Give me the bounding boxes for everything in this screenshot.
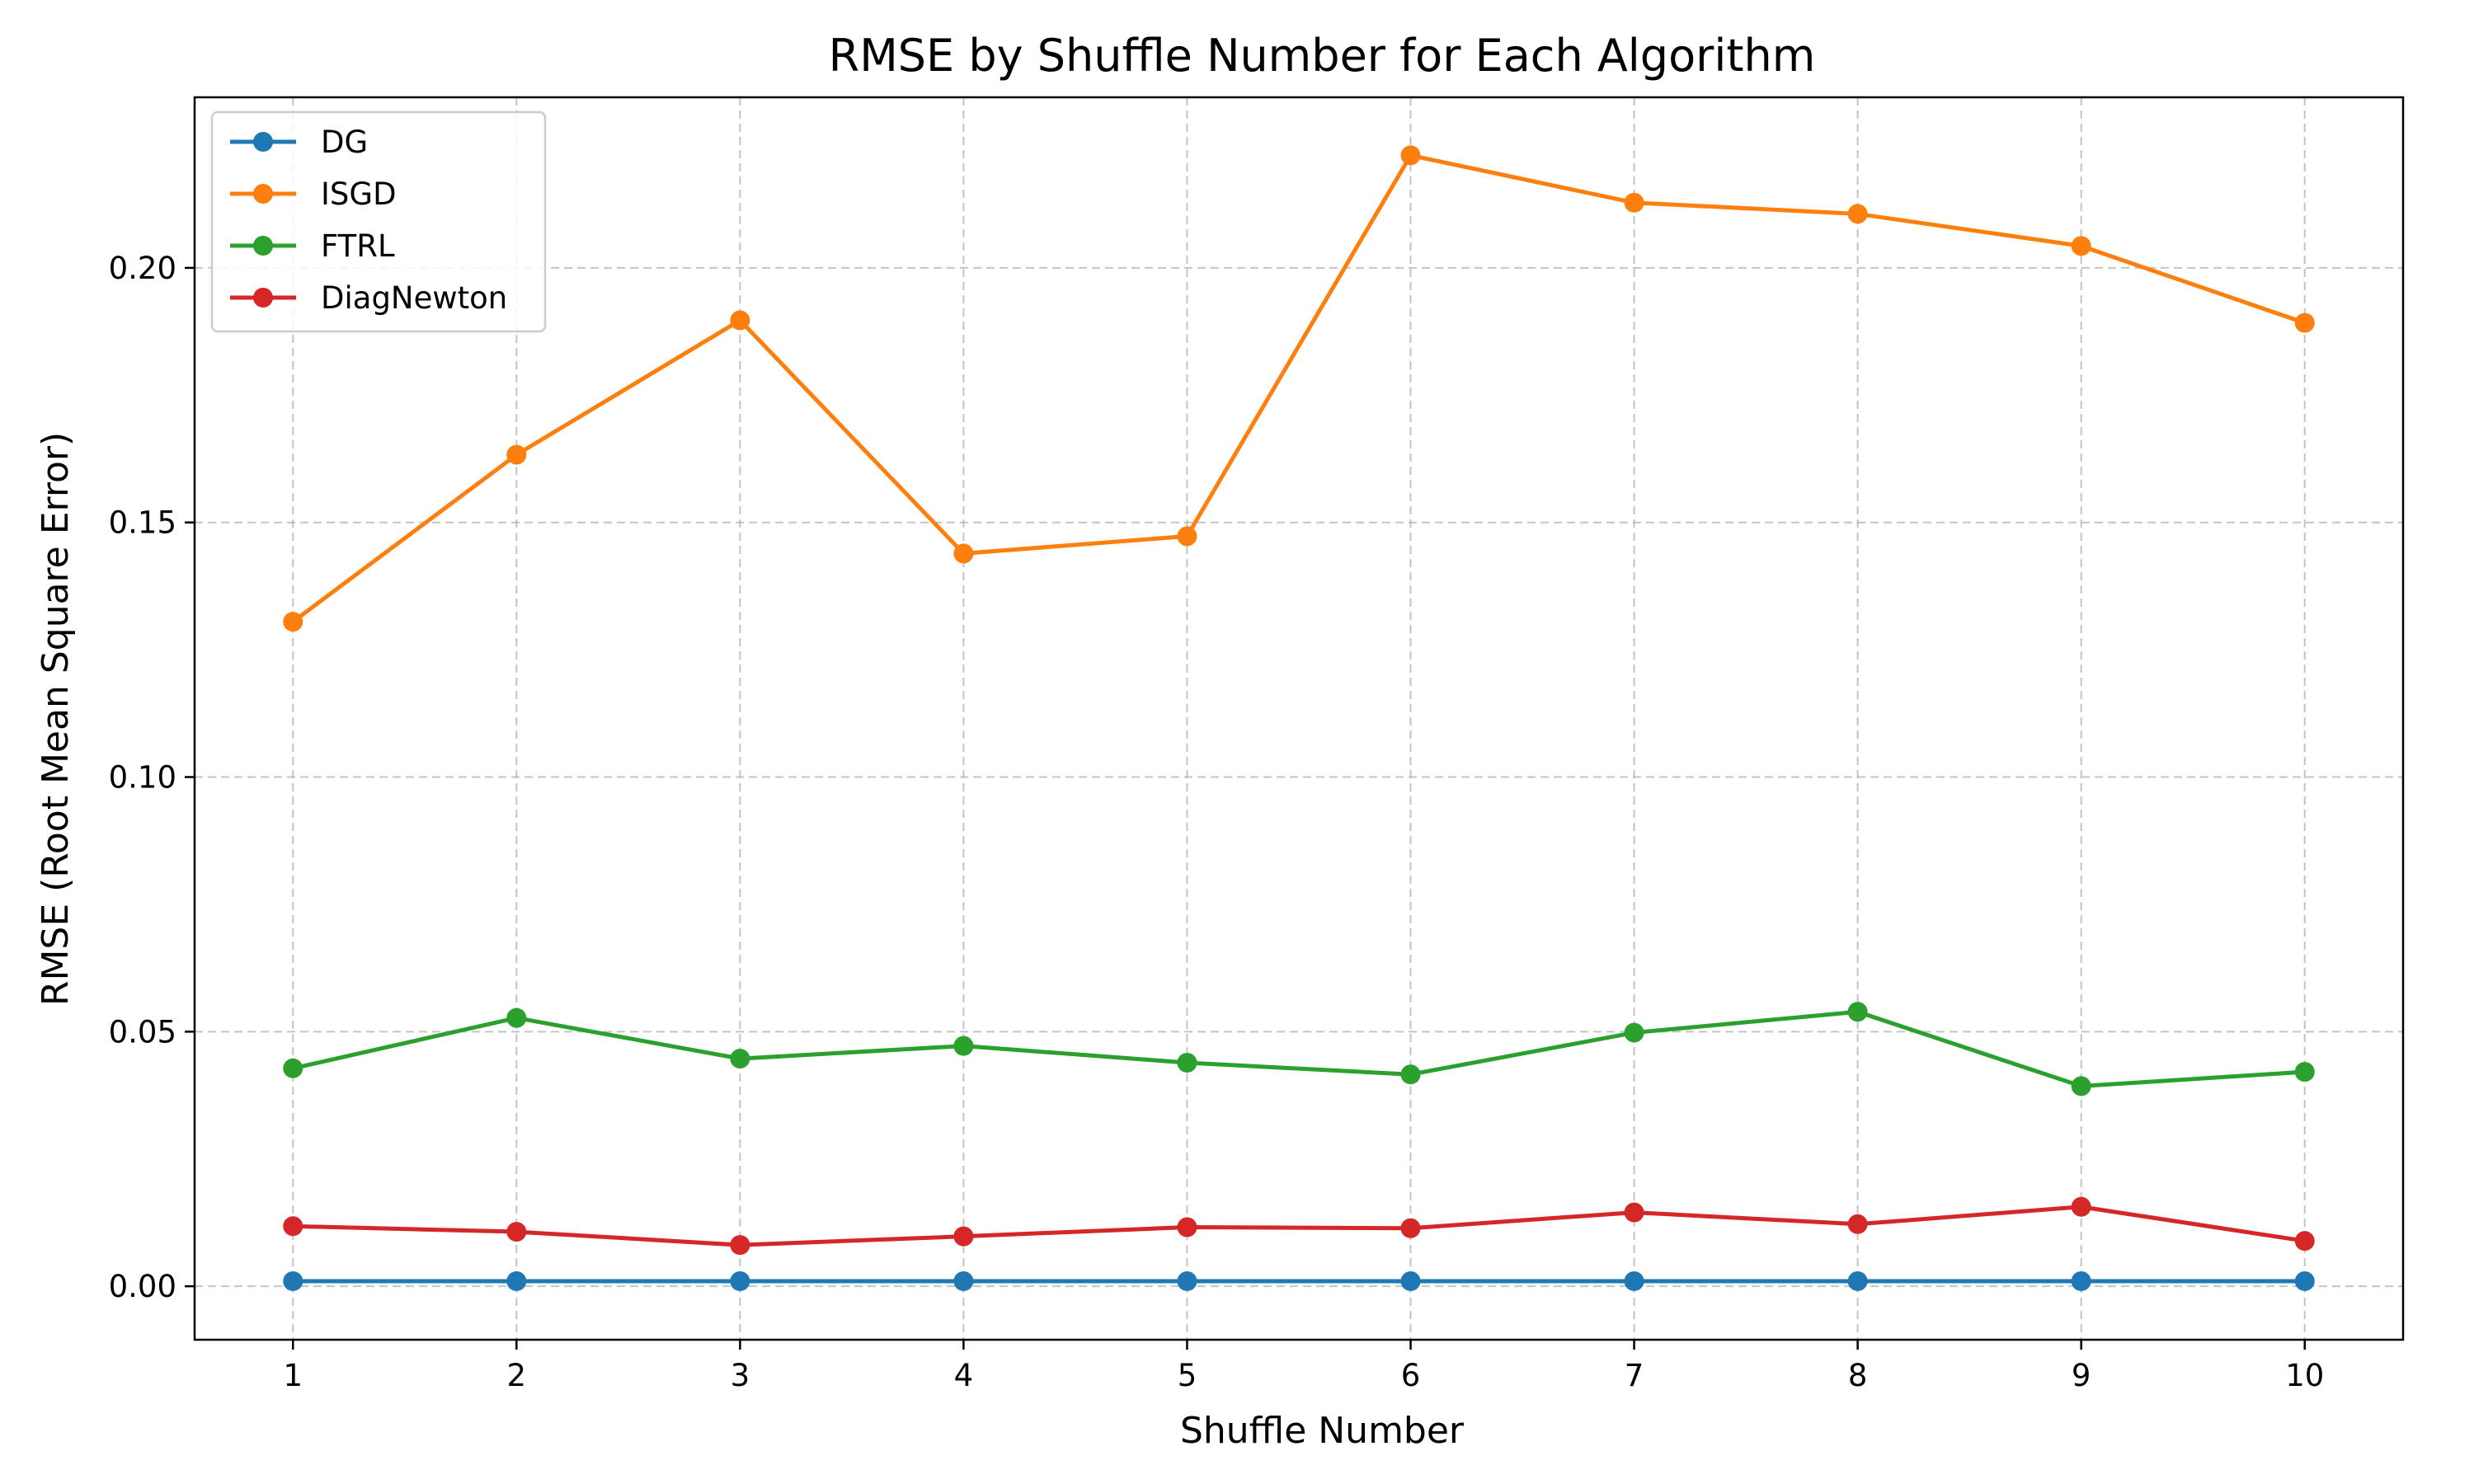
plot-frame xyxy=(193,96,2405,1341)
data-point-ftrl xyxy=(1177,1053,1197,1073)
series-isgd xyxy=(283,145,2315,632)
series-ftrl xyxy=(283,1002,2315,1097)
data-point-dg xyxy=(2294,1270,2315,1291)
x-tick-label: 4 xyxy=(954,1358,974,1393)
legend-marker xyxy=(253,184,273,204)
data-point-ftrl xyxy=(1847,1002,1868,1022)
series-line-isgd xyxy=(291,153,2306,624)
data-point-isgd xyxy=(953,543,974,564)
legend-item-diagnewton: DiagNewton xyxy=(230,280,507,316)
legend-label: DiagNewton xyxy=(321,280,507,316)
series-dg xyxy=(283,1270,2315,1291)
data-point-isgd xyxy=(1400,145,1421,166)
legend-frame xyxy=(210,110,547,333)
data-point-isgd xyxy=(2294,312,2315,333)
x-tick-label: 1 xyxy=(283,1358,303,1393)
data-point-dg xyxy=(1624,1270,1644,1291)
legend-marker xyxy=(253,236,273,256)
data-point-dg xyxy=(730,1270,750,1291)
x-tick-label: 10 xyxy=(2285,1358,2324,1393)
data-point-ftrl xyxy=(283,1058,303,1078)
x-tick-label: 2 xyxy=(507,1358,527,1393)
x-tick-label: 7 xyxy=(1625,1358,1644,1393)
data-point-dg xyxy=(1847,1270,1868,1291)
legend-label: ISGD xyxy=(321,176,397,212)
data-point-dg xyxy=(1177,1270,1197,1291)
y-tick-label: 0.05 xyxy=(109,1014,176,1050)
data-point-ftrl xyxy=(2071,1076,2091,1097)
data-point-diagnewton xyxy=(730,1235,750,1256)
legend-marker xyxy=(253,288,273,308)
x-tick-label: 9 xyxy=(2072,1358,2091,1393)
legend-item-isgd: ISGD xyxy=(230,176,397,212)
y-tick-label: 0.10 xyxy=(109,760,176,796)
series-line-ftrl xyxy=(292,1009,2305,1088)
data-point-diagnewton xyxy=(1400,1218,1421,1238)
legend-marker xyxy=(253,132,273,152)
data-point-diagnewton xyxy=(506,1222,527,1242)
legend-item-dg: DG xyxy=(230,124,368,160)
data-point-diagnewton xyxy=(283,1216,303,1237)
series-line-diagnewton xyxy=(293,1205,2306,1247)
data-point-ftrl xyxy=(1400,1064,1421,1085)
data-point-isgd xyxy=(730,310,750,331)
data-point-ftrl xyxy=(1624,1022,1644,1043)
x-tick-label: 8 xyxy=(1848,1358,1868,1393)
data-point-isgd xyxy=(1847,204,1868,224)
series-diagnewton xyxy=(283,1196,2315,1256)
data-point-ftrl xyxy=(506,1007,527,1028)
data-point-diagnewton xyxy=(1847,1214,1868,1234)
data-point-ftrl xyxy=(953,1036,974,1056)
data-point-diagnewton xyxy=(2071,1196,2091,1217)
axis-ticks: 1 2 3 4 5 6 7 8 9 10 0.00 0.05 0.10 0.15 0.20 xyxy=(109,251,2325,1393)
data-point-dg xyxy=(953,1270,974,1291)
legend: DG ISGD FTRL DiagNewton xyxy=(210,110,547,333)
data-point-dg xyxy=(506,1270,527,1291)
x-tick-label: 5 xyxy=(1178,1358,1197,1393)
data-point-isgd xyxy=(2071,236,2091,256)
chart-title: RMSE by Shuffle Number for Each Algorith… xyxy=(829,30,1816,82)
data-point-diagnewton xyxy=(953,1226,974,1247)
legend-item-ftrl: FTRL xyxy=(230,228,395,264)
series-layer xyxy=(283,145,2315,1291)
legend-label: FTRL xyxy=(321,228,395,264)
data-point-ftrl xyxy=(2294,1062,2315,1082)
x-tick-label: 6 xyxy=(1401,1358,1421,1393)
data-point-diagnewton xyxy=(2294,1231,2315,1252)
x-tick-label: 3 xyxy=(731,1358,750,1393)
data-point-isgd xyxy=(283,612,303,632)
y-tick-label: 0.20 xyxy=(109,251,176,286)
data-point-isgd xyxy=(1624,192,1644,213)
y-tick-label: 0.15 xyxy=(109,505,176,541)
x-axis-label: Shuffle Number xyxy=(1180,1410,1465,1452)
y-axis-label: RMSE (Root Mean Square Error) xyxy=(35,432,77,1006)
data-point-isgd xyxy=(1177,526,1197,547)
data-point-dg xyxy=(283,1270,303,1291)
data-point-isgd xyxy=(506,444,527,465)
legend-label: DG xyxy=(321,124,368,160)
grid xyxy=(195,97,2403,1340)
data-point-dg xyxy=(1400,1270,1421,1291)
data-point-diagnewton xyxy=(1177,1217,1197,1237)
y-tick-label: 0.00 xyxy=(109,1269,176,1304)
data-point-ftrl xyxy=(730,1049,750,1069)
data-point-diagnewton xyxy=(1624,1202,1644,1223)
data-point-dg xyxy=(2071,1270,2091,1291)
